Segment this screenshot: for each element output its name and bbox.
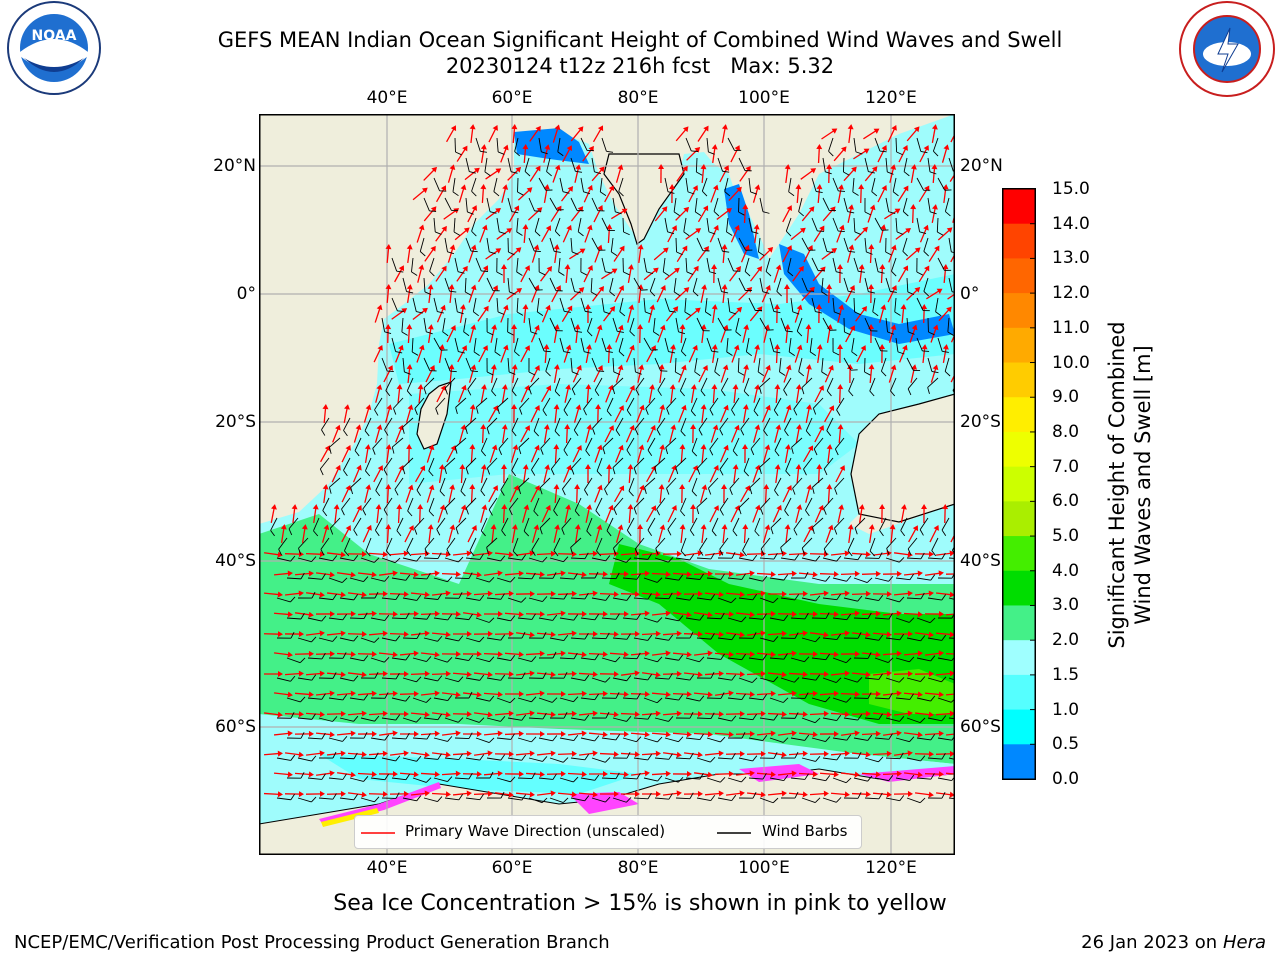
colorbar-segment [1003, 709, 1035, 745]
colorbar-tick-label: 12.0 [1052, 283, 1090, 304]
india [603, 153, 685, 245]
lat-label-right-60s: 60°S [960, 717, 1001, 737]
colorbar-segment [1003, 258, 1035, 294]
chart-title: GEFS MEAN Indian Ocean Significant Heigh… [217, 28, 1063, 52]
lon-label-bottom-40e: 40°E [366, 858, 408, 878]
colorbar-tick-label: 8.0 [1052, 421, 1080, 442]
colorbar-segment [1003, 605, 1035, 641]
lon-label-bottom-120e: 120°E [865, 858, 917, 878]
colorbar-tick-label: 0.0 [1052, 769, 1080, 789]
colorbar-label: Significant Height of Combined Wind Wave… [1105, 321, 1155, 649]
lat-label-left-20s: 20°S [215, 412, 256, 432]
colorbar-segment [1003, 501, 1035, 537]
colorbar-tick-label: 11.0 [1052, 317, 1090, 338]
colorbar-tick-label: 5.0 [1052, 526, 1080, 547]
colorbar-tick-label: 9.0 [1052, 387, 1080, 408]
map-legend: Primary Wave Direction (unscaled) Wind B… [354, 815, 862, 849]
colorbar-tick-label: 13.0 [1052, 248, 1090, 269]
lon-label-bottom-100e: 100°E [738, 858, 790, 878]
footer-date: 26 Jan 2023 on Hera [1081, 932, 1266, 953]
lat-label-right-20s: 20°S [960, 412, 1001, 432]
colorbar-segment [1003, 466, 1035, 502]
colorbar-segment [1003, 223, 1035, 259]
wave-direction-arrows [263, 124, 955, 798]
sea-ice-note: Sea Ice Concentration > 15% is shown in … [333, 891, 947, 916]
band-3-4m [259, 474, 955, 764]
footer-branch: NCEP/EMC/Verification Post Processing Pr… [14, 932, 610, 953]
lat-label-right-20n: 20°N [960, 156, 1003, 176]
map-frame [259, 114, 955, 855]
lat-label-right-40s: 40°S [960, 551, 1001, 571]
colorbar [1002, 188, 1036, 780]
colorbar-segment [1003, 640, 1035, 676]
lat-label-right-0: 0° [960, 284, 980, 304]
legend-wave-label: Primary Wave Direction (unscaled) [405, 822, 666, 840]
wave-height-map [259, 114, 955, 855]
lat-label-left-40s: 40°S [215, 551, 256, 571]
colorbar-tick-label: 10.0 [1052, 352, 1090, 373]
colorbar-segment [1003, 431, 1035, 468]
colorbar-tick-label: 2.0 [1052, 630, 1080, 651]
legend-barb-label: Wind Barbs [762, 822, 848, 840]
madagascar [416, 381, 452, 450]
lon-label-bottom-80e: 80°E [617, 858, 659, 878]
colorbar-segment [1003, 327, 1035, 364]
colorbar-tick-label: 15.0 [1052, 179, 1090, 199]
colorbar-segment [1003, 397, 1035, 433]
colorbar-segment [1003, 189, 1035, 225]
colorbar-tick-label: 7.0 [1052, 456, 1080, 477]
lon-label-top-120e: 120°E [865, 88, 917, 108]
noaa-logo-text: NOAA [32, 28, 77, 44]
lon-label-top-80e: 80°E [617, 88, 659, 108]
colorbar-tick-label: 14.0 [1052, 213, 1090, 234]
colorbar-segment [1003, 362, 1035, 398]
noaa-logo: NOAA [7, 1, 101, 95]
footer-machine: Hera [1222, 932, 1266, 953]
colorbar-tick-label: 3.0 [1052, 595, 1080, 616]
colorbar-segment [1003, 744, 1035, 780]
graticule [259, 114, 955, 855]
colorbar-tick-label: 1.0 [1052, 699, 1080, 720]
colorbar-segment [1003, 536, 1035, 572]
lat-label-left-60s: 60°S [215, 717, 256, 737]
lat-label-left-0: 0° [236, 284, 256, 304]
colorbar-tick-label: 4.0 [1052, 560, 1080, 581]
colorbar-tick-label: 1.5 [1052, 664, 1080, 685]
chart-subtitle: 20230124 t12z 216h fcst Max: 5.32 [445, 54, 835, 78]
lon-label-top-100e: 100°E [738, 88, 790, 108]
colorbar-segment [1003, 293, 1035, 329]
colorbar-segment [1003, 570, 1035, 606]
australia [850, 393, 955, 523]
lon-label-top-40e: 40°E [366, 88, 408, 108]
lon-label-bottom-60e: 60°E [491, 858, 533, 878]
lat-label-left-20n: 20°N [213, 156, 256, 176]
colorbar-tick-label: 6.0 [1052, 491, 1080, 512]
colorbar-segment [1003, 674, 1035, 711]
colorbar-tick-label: 0.5 [1052, 734, 1080, 755]
lon-label-top-60e: 60°E [491, 88, 533, 108]
nws-logo [1179, 1, 1275, 97]
wind-barbs [270, 137, 955, 804]
